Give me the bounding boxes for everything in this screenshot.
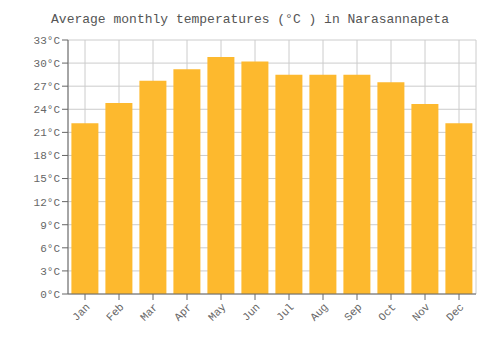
svg-text:3°C: 3°C: [40, 266, 60, 278]
svg-text:21°C: 21°C: [34, 127, 61, 139]
svg-text:33°C: 33°C: [34, 35, 61, 47]
svg-text:Feb: Feb: [104, 301, 126, 323]
svg-text:Apr: Apr: [172, 301, 194, 323]
svg-text:Dec: Dec: [444, 301, 466, 323]
svg-text:Jul: Jul: [274, 301, 296, 323]
html-text:Average monthly temperatures (: Average monthly temperatures (°C ) in Na…: [51, 12, 449, 27]
svg-text:May: May: [206, 301, 229, 324]
svg-text:18°C: 18°C: [34, 150, 61, 162]
svg-text:0°C: 0°C: [40, 289, 60, 301]
svg-text:27°C: 27°C: [34, 81, 61, 93]
svg-text:Nov: Nov: [410, 301, 433, 324]
svg-text:15°C: 15°C: [34, 173, 61, 185]
svg-text:30°C: 30°C: [34, 58, 61, 70]
svg-text:Sep: Sep: [342, 301, 364, 323]
svg-text:Oct: Oct: [376, 301, 398, 323]
svg-text:24°C: 24°C: [34, 104, 61, 116]
svg-text:6°C: 6°C: [40, 243, 60, 255]
svg-text:Jan: Jan: [70, 301, 92, 323]
svg-text:Jun: Jun: [240, 301, 262, 323]
svg-text:12°C: 12°C: [34, 197, 61, 209]
svg-text:Mar: Mar: [138, 301, 160, 323]
svg-text:Aug: Aug: [308, 301, 330, 323]
svg-text:9°C: 9°C: [40, 220, 60, 232]
